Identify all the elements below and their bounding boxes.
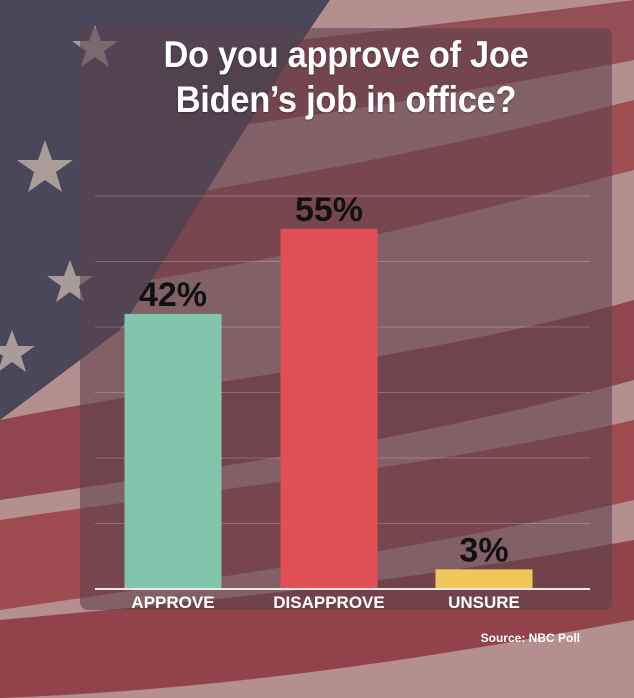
category-labels: APPROVE DISAPPROVE UNSURE	[131, 593, 519, 612]
value-label-approve: 42%	[139, 276, 207, 314]
bar-disapprove	[280, 228, 378, 589]
value-label-unsure: 3%	[459, 531, 508, 569]
bar-unsure	[435, 569, 533, 589]
value-labels: 42% 55% 3%	[139, 191, 509, 570]
bars	[124, 228, 533, 589]
category-label-disapprove: DISAPPROVE	[273, 593, 384, 612]
chart-title: Do you approve of Joe Biden’s job in off…	[163, 34, 529, 120]
category-label-unsure: UNSURE	[448, 593, 520, 612]
bar-approve	[124, 313, 222, 589]
source-note: Source: NBC Poll	[480, 631, 580, 645]
category-label-approve: APPROVE	[131, 593, 214, 612]
value-label-disapprove: 55%	[295, 191, 363, 229]
